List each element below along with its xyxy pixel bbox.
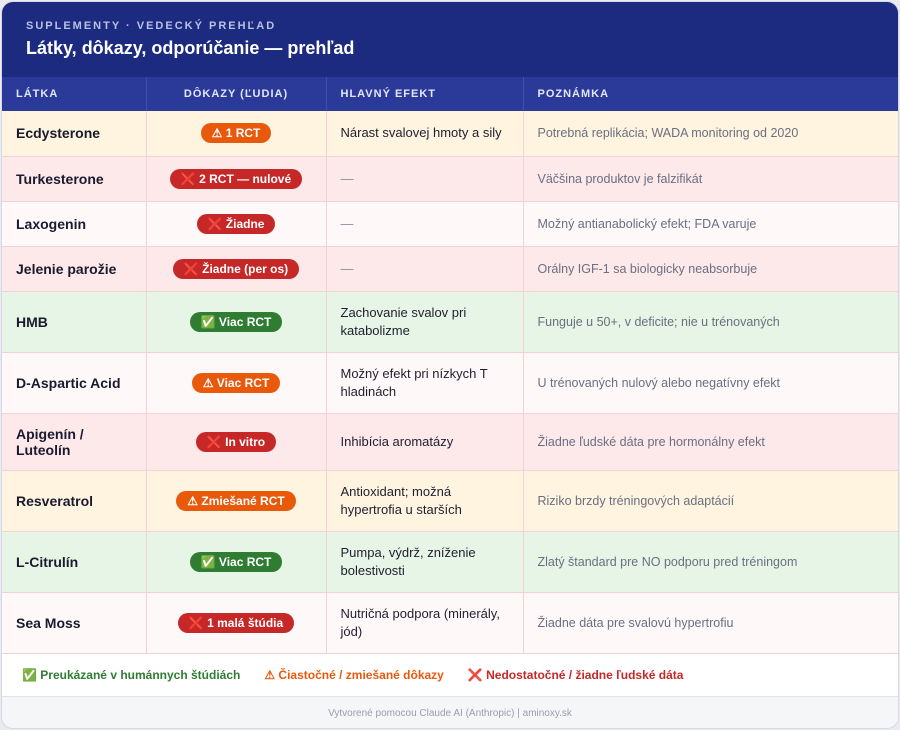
substance-name: Turkesterone xyxy=(2,156,147,202)
substance-name: HMB xyxy=(2,291,147,353)
footer: Vytvorené pomocou Claude AI (Anthropic) … xyxy=(2,695,898,728)
note: Funguje u 50+, v deficite; nie u trénova… xyxy=(523,291,898,353)
table-row: Resveratrol ⚠ Zmiešané RCT Antioxidant; mo… xyxy=(2,470,898,532)
substance-name: Jelenie parožie xyxy=(2,246,147,292)
note: Možný antianabolický efekt; FDA varuje xyxy=(523,201,898,247)
col-header-evidence: DÔKAZY (ĽUDIA) xyxy=(146,77,327,111)
evidence-badge: ⚠ Viac RCT xyxy=(191,372,281,393)
main-effect: Zachovanie svalov pri katabolizme xyxy=(326,291,524,353)
substance-name: Sea Moss xyxy=(2,592,147,654)
evidence-badge: ❌ Žiadne xyxy=(196,213,276,234)
evidence-badge: ✅ Viac RCT xyxy=(189,311,283,332)
main-effect: Inhibícia aromatázy xyxy=(326,413,524,471)
legend-red: ❌ Nedostatočné / žiadne ľudské dáta xyxy=(467,667,684,682)
main-effect: Pumpa, výdrž, zníženie bolestivosti xyxy=(326,531,524,593)
substance-name: D-Aspartic Acid xyxy=(2,352,147,414)
evidence-cell: ❌ Žiadne (per os) xyxy=(146,246,327,292)
table-row: D-Aspartic Acid ⚠ Viac RCT Možný efekt pri… xyxy=(2,352,898,414)
col-header-effect: HLAVNÝ EFEKT xyxy=(326,77,524,111)
note: Orálny IGF-1 sa biologicky neabsorbuje xyxy=(523,246,898,292)
evidence-cell: ❌ 2 RCT — nulové xyxy=(146,156,327,202)
evidence-badge: ❌ 2 RCT — nulové xyxy=(169,168,303,189)
evidence-cell: ⚠ 1 RCT xyxy=(146,111,327,157)
note: Väčšina produktov je falzifikát xyxy=(523,156,898,202)
legend-orange: ⚠ Čiastočné / zmiešané dôkazy xyxy=(264,667,444,682)
evidence-cell: ❌ Žiadne xyxy=(146,201,327,247)
evidence-cell: ✅ Viac RCT xyxy=(146,531,327,593)
main-effect: Antioxidant; možná hypertrofia u staršíc… xyxy=(326,470,524,532)
table-row: L-Citrulín ✅ Viac RCT Pumpa, výdrž, znížen… xyxy=(2,531,898,593)
note: Zlatý štandard pre NO podporu pred tréni… xyxy=(523,531,898,593)
substance-name: Resveratrol xyxy=(2,470,147,532)
evidence-cell: ❌ In vitro xyxy=(146,413,327,471)
page-title: Látky, dôkazy, odporúčanie — prehľad xyxy=(26,38,355,58)
table-row: Turkesterone ❌ 2 RCT — nulové — Väčšina pro… xyxy=(2,156,898,202)
supplement-table: LÁTKA DÔKAZY (ĽUDIA) HLAVNÝ EFEKT POZNÁM… xyxy=(2,77,898,654)
main-effect: — xyxy=(326,201,524,247)
note: U trénovaných nulový alebo negatívny efe… xyxy=(523,352,898,414)
evidence-cell: ✅ Viac RCT xyxy=(146,291,327,353)
substance-name: L-Citrulín xyxy=(2,531,147,593)
evidence-cell: ⚠ Viac RCT xyxy=(146,352,327,414)
table-row: Laxogenin ❌ Žiadne — Možný antianabolický e… xyxy=(2,201,898,247)
main-effect: — xyxy=(326,246,524,292)
table-row: Ecdysterone ⚠ 1 RCT Nárast svalovej hmoty … xyxy=(2,111,898,157)
evidence-cell: ❌ 1 malá štúdia xyxy=(146,592,327,654)
main-effect: Nutričná podpora (minerály, jód) xyxy=(326,592,524,654)
main-effect: — xyxy=(326,156,524,202)
note: Potrebná replikácia; WADA monitoring od … xyxy=(523,111,898,157)
evidence-badge: ❌ 1 malá štúdia xyxy=(177,612,295,633)
evidence-badge: ❌ In vitro xyxy=(195,431,277,452)
evidence-badge: ⚠ Zmiešané RCT xyxy=(176,490,296,511)
legend: ✅ Preukázané v humánnych štúdiách ⚠ Čias… xyxy=(2,653,898,696)
header: SUPLEMENTY · VEDECKÝ PREHĽAD Látky, dôka… xyxy=(2,2,898,77)
table-header-row: LÁTKA DÔKAZY (ĽUDIA) HLAVNÝ EFEKT POZNÁM… xyxy=(2,77,898,111)
evidence-badge: ❌ Žiadne (per os) xyxy=(172,258,300,279)
note: Žiadne dáta pre svalovú hypertrofiu xyxy=(523,592,898,654)
evidence-badge: ✅ Viac RCT xyxy=(189,551,283,572)
table-row: Sea Moss ❌ 1 malá štúdia Nutričná podpora … xyxy=(2,592,898,654)
evidence-badge: ⚠ 1 RCT xyxy=(200,123,272,144)
col-header-substance: LÁTKA xyxy=(2,77,147,111)
main-effect: Nárast svalovej hmoty a sily xyxy=(326,111,524,157)
col-header-note: POZNÁMKA xyxy=(537,88,610,100)
evidence-cell: ⚠ Zmiešané RCT xyxy=(146,470,327,532)
substance-name: Laxogenin xyxy=(2,201,147,247)
table-body: Ecdysterone ⚠ 1 RCT Nárast svalovej hmoty … xyxy=(2,111,898,654)
substance-name: Ecdysterone xyxy=(2,111,147,157)
table-row: HMB ✅ Viac RCT Zachovanie svalov pri katab… xyxy=(2,291,898,353)
table-row: Jelenie parožie ❌ Žiadne (per os) — Orálny … xyxy=(2,246,898,292)
note: Žiadne ľudské dáta pre hormonálny efekt xyxy=(523,413,898,471)
note: Riziko brzdy tréningových adaptácií xyxy=(523,470,898,532)
table-row: Apigenín / Luteolín ❌ In vitro Inhibícia a… xyxy=(2,413,898,471)
main-effect: Možný efekt pri nízkych T hladinách xyxy=(326,352,524,414)
legend-green: ✅ Preukázané v humánnych štúdiách xyxy=(22,667,241,682)
substance-name: Apigenín / Luteolín xyxy=(2,413,147,471)
header-kicker: SUPLEMENTY · VEDECKÝ PREHĽAD xyxy=(26,20,277,32)
